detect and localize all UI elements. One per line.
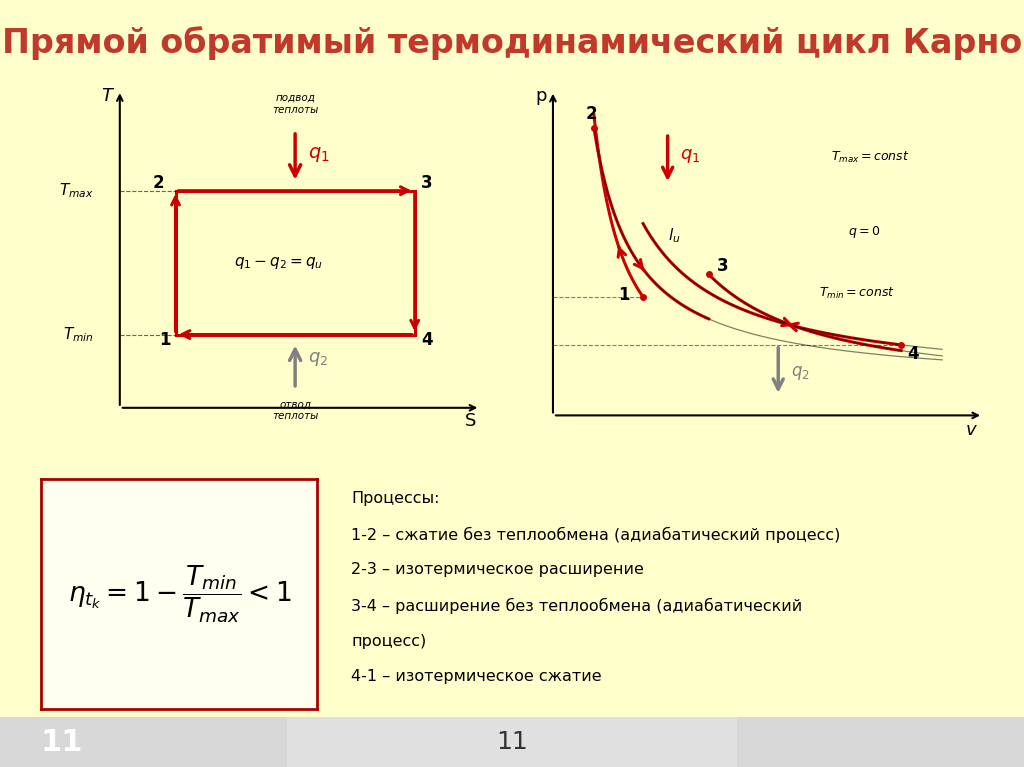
Text: 11: 11 xyxy=(41,728,84,756)
Text: $q=0$: $q=0$ xyxy=(848,224,881,240)
Text: 4: 4 xyxy=(907,345,919,363)
Text: $T_{max}$: $T_{max}$ xyxy=(59,181,93,200)
Text: $l_u$: $l_u$ xyxy=(668,226,680,245)
Text: $q_1$: $q_1$ xyxy=(680,146,700,165)
Text: $T_{max}=const$: $T_{max}=const$ xyxy=(831,150,910,166)
Text: Прямой обратимый термодинамический цикл Карно: Прямой обратимый термодинамический цикл … xyxy=(2,26,1022,60)
Text: 4: 4 xyxy=(421,331,433,350)
Text: подвод
теплоты: подвод теплоты xyxy=(272,93,318,114)
Bar xyxy=(287,717,737,767)
Text: 3: 3 xyxy=(717,258,728,275)
Text: 11: 11 xyxy=(496,730,528,754)
Text: p: p xyxy=(535,87,547,105)
Text: отвод
теплоты: отвод теплоты xyxy=(272,400,318,421)
Text: $T_{min}$: $T_{min}$ xyxy=(62,325,93,344)
Text: v: v xyxy=(966,420,976,439)
Text: 2: 2 xyxy=(586,105,597,123)
Text: $q_1 - q_2 = q_u$: $q_1 - q_2 = q_u$ xyxy=(234,255,324,271)
Text: 1: 1 xyxy=(618,285,630,304)
Text: 3: 3 xyxy=(421,174,433,192)
Text: $q_2$: $q_2$ xyxy=(791,364,809,382)
Text: 3-4 – расширение без теплообмена (адиабатический: 3-4 – расширение без теплообмена (адиаба… xyxy=(351,598,803,614)
FancyBboxPatch shape xyxy=(0,0,1024,726)
Text: $\eta_{t_k} = 1 - \dfrac{T_{min}}{T_{max}} < 1$: $\eta_{t_k} = 1 - \dfrac{T_{min}}{T_{max… xyxy=(68,564,291,625)
Text: T: T xyxy=(101,87,113,105)
Text: $q_2$: $q_2$ xyxy=(308,350,329,367)
Text: 2-3 – изотермическое расширение: 2-3 – изотермическое расширение xyxy=(351,562,644,578)
Text: 2: 2 xyxy=(153,174,164,192)
Text: $q_1$: $q_1$ xyxy=(308,145,330,164)
Text: Процессы:: Процессы: xyxy=(351,491,439,506)
Text: процесс): процесс) xyxy=(351,634,426,649)
Text: 4-1 – изотермическое сжатие: 4-1 – изотермическое сжатие xyxy=(351,669,602,684)
Text: S: S xyxy=(465,413,476,430)
Text: 1-2 – сжатие без теплообмена (адиабатический процесс): 1-2 – сжатие без теплообмена (адиабатиче… xyxy=(351,526,841,543)
Text: 1: 1 xyxy=(159,331,171,350)
Text: $T_{min}=const$: $T_{min}=const$ xyxy=(819,286,895,301)
